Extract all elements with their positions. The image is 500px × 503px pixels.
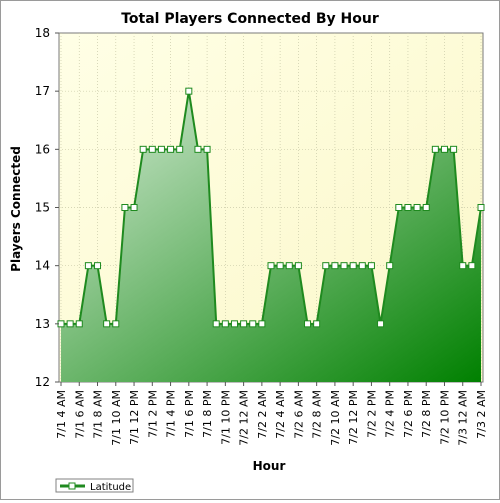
data-point-marker bbox=[367, 262, 375, 270]
x-tick-label: 7/1 12 PM bbox=[128, 390, 141, 445]
data-point-marker bbox=[249, 320, 257, 328]
data-point-marker bbox=[230, 320, 238, 328]
data-point-marker bbox=[358, 262, 366, 270]
data-point-marker bbox=[285, 262, 293, 270]
data-point-marker bbox=[130, 204, 138, 211]
data-point-marker bbox=[340, 262, 348, 270]
data-point-marker bbox=[212, 320, 220, 328]
data-point-marker bbox=[322, 262, 330, 270]
data-point-marker bbox=[221, 320, 229, 328]
x-axis: 7/1 4 AM 7/1 6 AM 7/1 8 AM 7/1 10 AM 7/1 12 … bbox=[55, 382, 488, 446]
y-tick-label: 15 bbox=[35, 201, 50, 215]
data-point-marker bbox=[404, 204, 412, 211]
data-point-marker bbox=[422, 204, 430, 211]
data-point-marker bbox=[267, 262, 275, 270]
data-point-marker bbox=[377, 320, 385, 328]
x-tick-label: 7/2 4 PM bbox=[384, 390, 397, 438]
data-point-marker bbox=[103, 320, 111, 328]
x-tick-label: 7/1 10 PM bbox=[219, 390, 232, 445]
data-point-marker bbox=[66, 320, 74, 328]
data-point-marker bbox=[386, 262, 394, 270]
x-tick-label: 7/1 10 AM bbox=[110, 390, 123, 446]
y-tick-label: 18 bbox=[35, 26, 50, 40]
series-area bbox=[61, 91, 481, 383]
data-point-marker bbox=[75, 320, 83, 328]
x-tick-label: 7/1 4 AM bbox=[55, 390, 68, 439]
data-point-marker bbox=[349, 262, 357, 270]
x-tick-label: 7/2 10 AM bbox=[329, 390, 342, 446]
data-point-marker bbox=[413, 204, 421, 211]
data-point-marker bbox=[459, 262, 467, 270]
legend-label: Latitude bbox=[90, 482, 131, 493]
x-tick-label: 7/1 8 AM bbox=[92, 390, 105, 439]
data-point-marker bbox=[176, 145, 184, 153]
x-tick-label: 7/1 8 PM bbox=[201, 390, 214, 438]
data-point-marker bbox=[157, 145, 165, 153]
data-point-marker bbox=[121, 204, 129, 211]
x-tick-label: 7/3 12 AM bbox=[457, 390, 470, 446]
x-tick-label: 7/2 2 AM bbox=[256, 390, 269, 439]
x-tick-label: 7/3 2 AM bbox=[475, 390, 488, 439]
data-point-marker bbox=[258, 320, 266, 328]
data-point-marker bbox=[440, 145, 448, 153]
data-point-marker bbox=[240, 320, 248, 328]
data-point-marker bbox=[431, 145, 439, 153]
data-point-marker bbox=[304, 320, 312, 328]
data-point-marker bbox=[477, 204, 485, 211]
series-area-fill bbox=[61, 91, 481, 383]
data-point-marker bbox=[294, 262, 302, 270]
legend: Latitude bbox=[55, 478, 134, 493]
x-tick-label: 7/2 8 AM bbox=[311, 390, 324, 439]
legend-swatch-marker bbox=[68, 482, 76, 490]
y-tick-label: 16 bbox=[35, 142, 50, 156]
x-axis-title: Hour bbox=[253, 459, 286, 473]
x-tick-label: 7/1 6 AM bbox=[73, 390, 86, 439]
x-tick-label: 7/2 12 AM bbox=[238, 390, 251, 446]
data-point-marker bbox=[468, 262, 476, 270]
data-point-marker bbox=[276, 262, 284, 270]
data-point-marker bbox=[194, 145, 202, 153]
x-tick-label: 7/1 6 PM bbox=[183, 390, 196, 438]
data-point-marker bbox=[84, 262, 92, 270]
data-point-marker bbox=[139, 145, 147, 153]
x-tick-label: 7/2 8 PM bbox=[420, 390, 433, 438]
data-point-marker bbox=[203, 145, 211, 153]
data-point-marker bbox=[450, 145, 458, 153]
data-point-marker bbox=[395, 204, 403, 211]
x-tick-label: 7/2 4 AM bbox=[274, 390, 287, 439]
x-tick-label: 7/2 6 AM bbox=[292, 390, 305, 439]
x-tick-label: 7/2 2 PM bbox=[365, 390, 378, 438]
data-point-marker bbox=[94, 262, 102, 270]
y-tick-label: 14 bbox=[35, 259, 50, 273]
data-point-marker bbox=[148, 145, 156, 153]
x-tick-label: 7/1 4 PM bbox=[165, 390, 178, 438]
x-tick-label: 7/2 12 PM bbox=[347, 390, 360, 445]
y-tick-label: 12 bbox=[35, 375, 50, 389]
data-point-marker bbox=[313, 320, 321, 328]
y-axis-title: Players Connected bbox=[9, 146, 23, 272]
data-point-marker bbox=[112, 320, 120, 328]
chart-title: Total Players Connected By Hour bbox=[121, 11, 379, 27]
x-tick-label: 7/2 10 PM bbox=[438, 390, 451, 445]
y-tick-label: 13 bbox=[35, 317, 50, 331]
data-point-marker bbox=[331, 262, 339, 270]
y-axis: 12 13 14 15 16 17 18 bbox=[35, 26, 59, 389]
data-point-marker bbox=[167, 145, 175, 153]
y-tick-label: 17 bbox=[35, 84, 50, 98]
data-point-marker bbox=[185, 87, 193, 95]
x-tick-label: 7/2 6 PM bbox=[402, 390, 415, 438]
series-markers bbox=[57, 87, 485, 328]
x-tick-label: 7/1 2 PM bbox=[146, 390, 159, 438]
